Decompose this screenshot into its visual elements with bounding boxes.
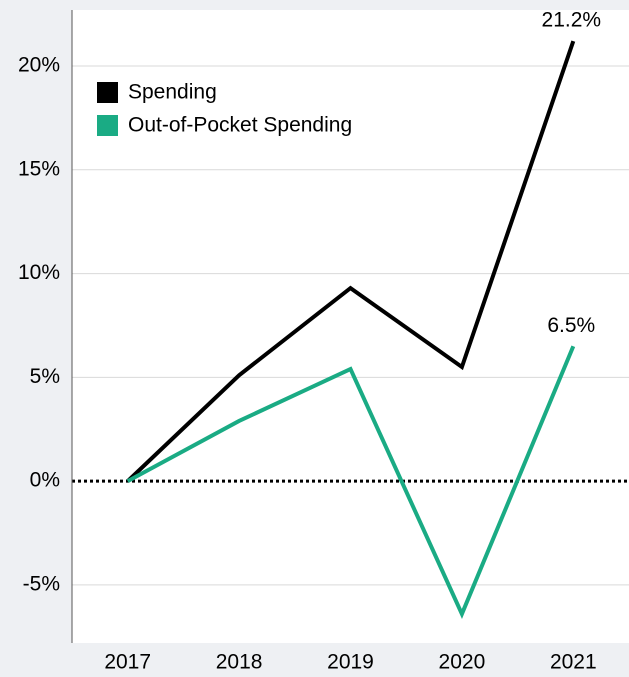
x-tick-label: 2019 [327,651,374,674]
plot-area [72,10,629,643]
x-tick-label: 2018 [216,651,263,674]
legend-swatch [97,82,118,103]
legend-swatch [97,115,118,136]
series-line [126,40,576,483]
y-tick-label: 15% [18,157,60,180]
y-tick-label: -5% [23,572,60,595]
x-tick-label: 2021 [550,651,597,674]
y-tick-label: 20% [18,54,60,77]
y-tick-label: 5% [30,365,60,388]
legend-label: Out-of-Pocket Spending [128,114,352,137]
value-label: 21.2% [542,9,602,32]
x-tick-label: 2020 [439,651,486,674]
x-tick-label: 2017 [104,651,151,674]
y-tick-label: 10% [18,261,60,284]
legend-label: Spending [128,81,217,104]
series-line [126,345,576,619]
y-tick-label: 0% [30,469,60,492]
value-label: 6.5% [547,314,595,337]
